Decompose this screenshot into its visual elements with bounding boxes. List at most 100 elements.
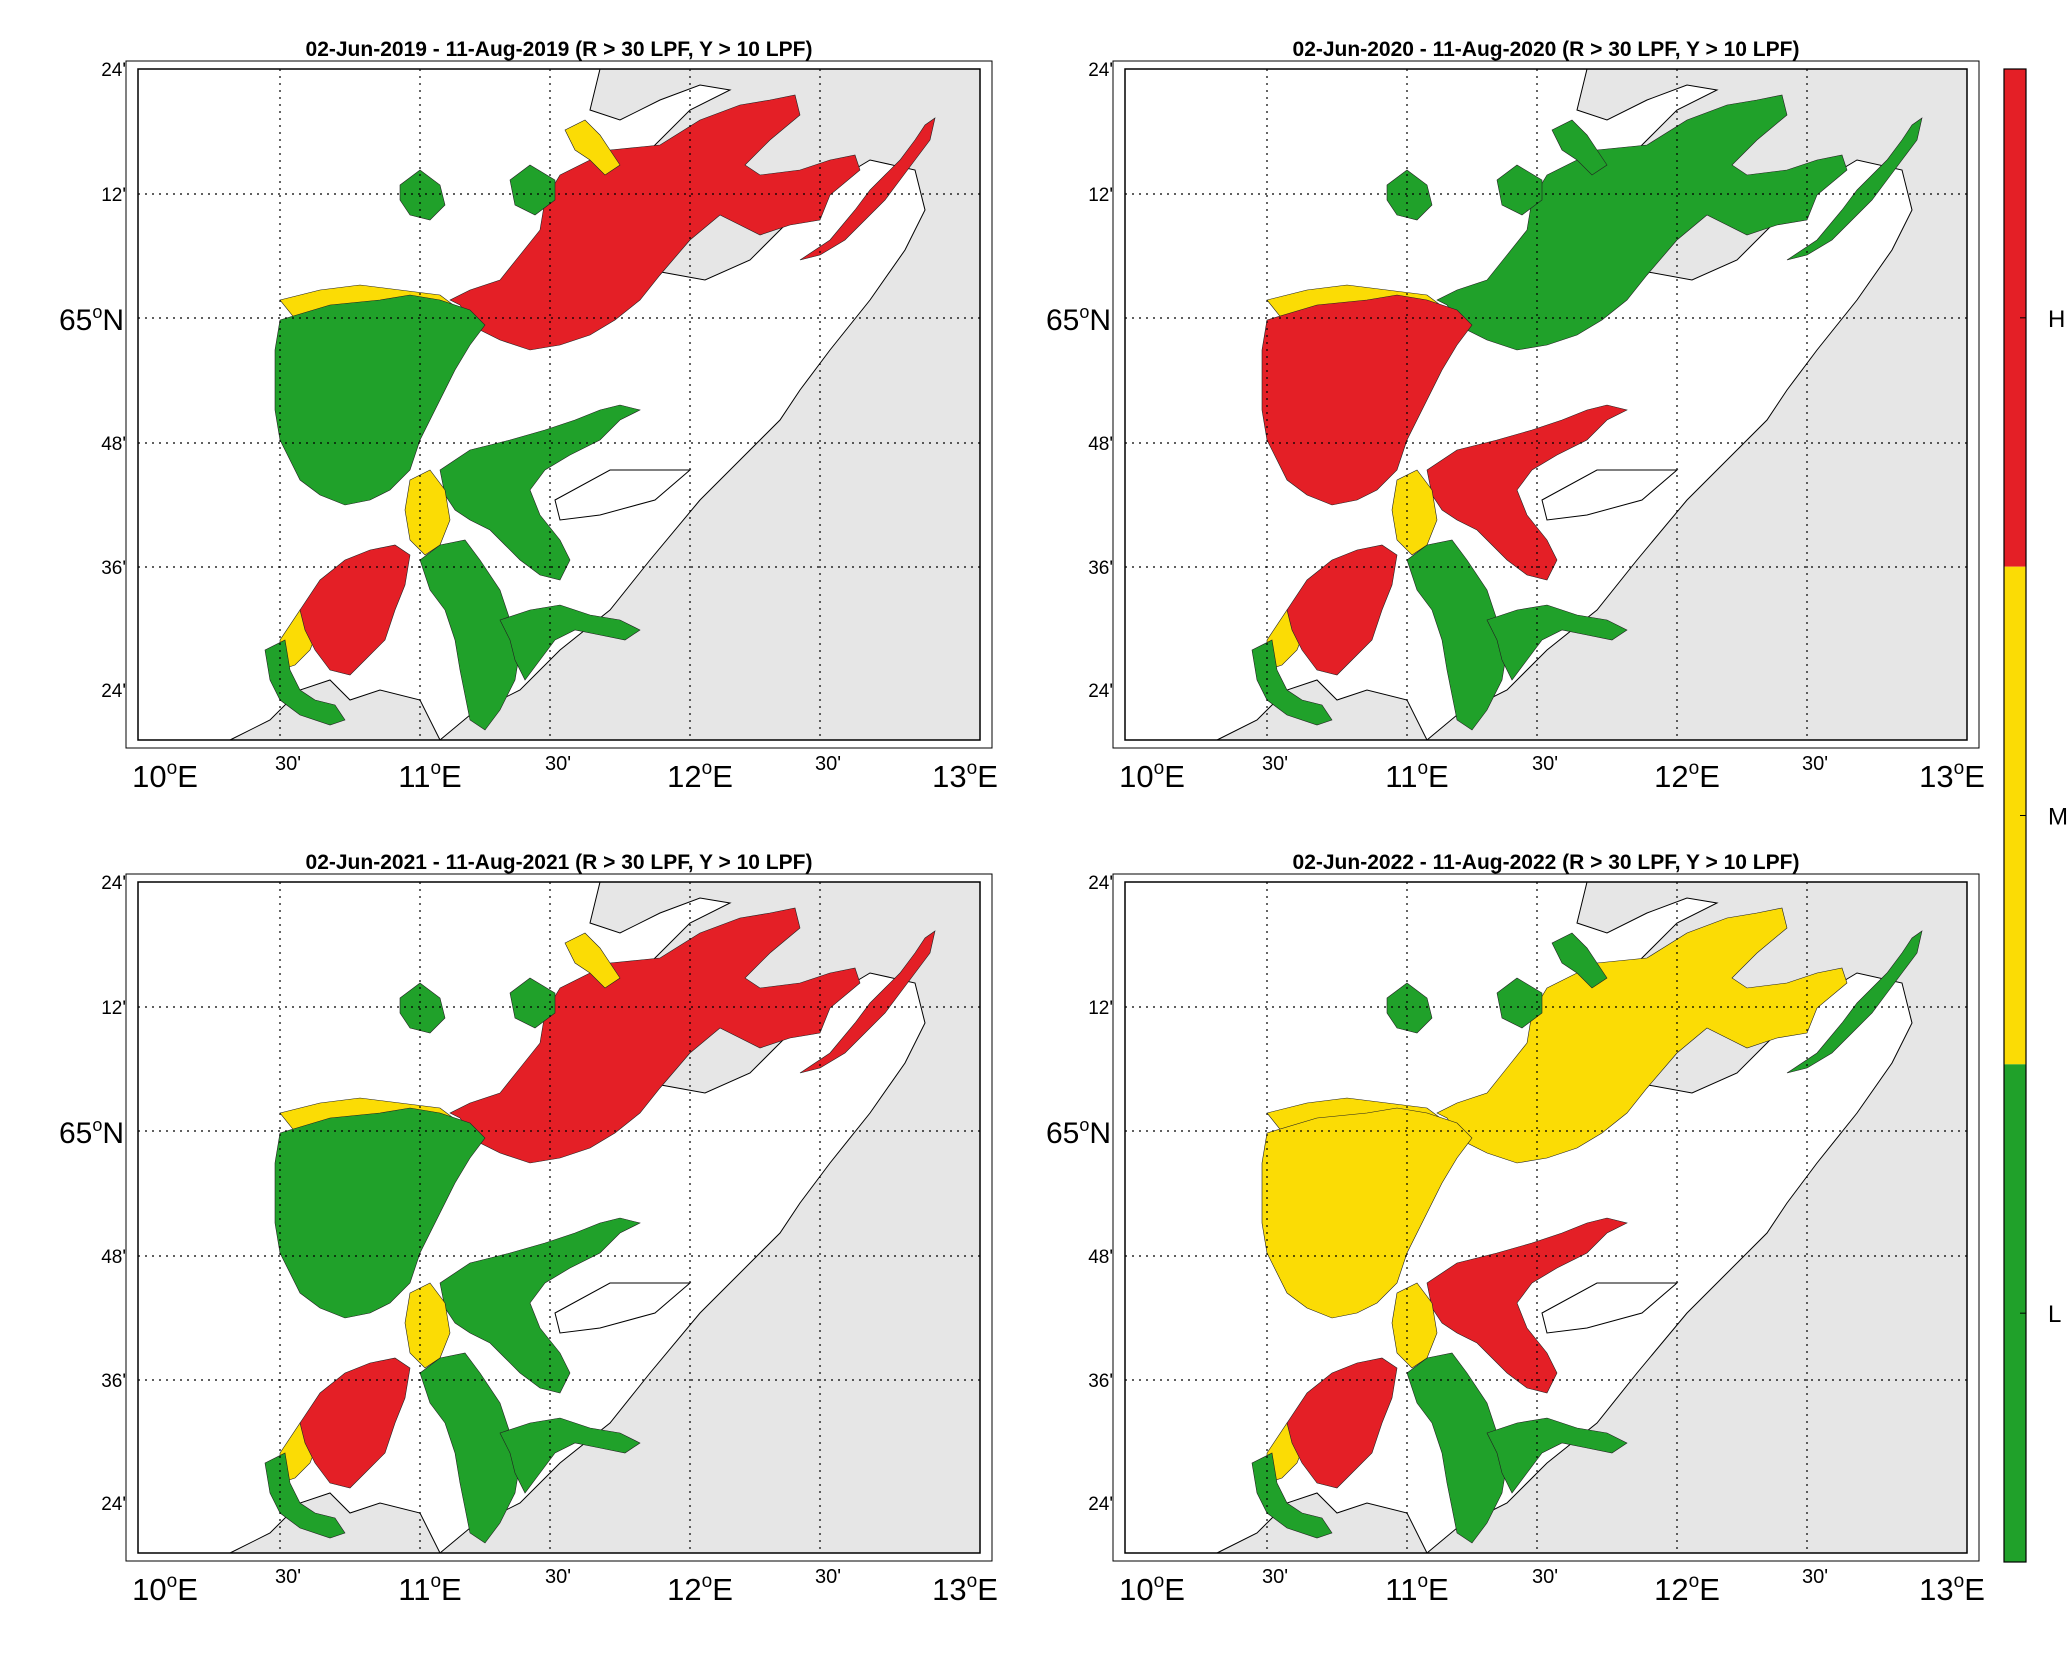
colorbar-segment-medium bbox=[2004, 566, 2026, 1065]
lat-label: 24' bbox=[1088, 1494, 1113, 1515]
region-offshore-block bbox=[1496, 977, 1543, 1029]
region-offshore-block bbox=[1551, 119, 1608, 176]
lon-minor-label: 30' bbox=[1802, 753, 1828, 775]
lake bbox=[1541, 469, 1679, 521]
land-mainland bbox=[438, 68, 981, 741]
region-offshore-block bbox=[399, 169, 446, 221]
region-southeast bbox=[1406, 539, 1508, 731]
region-offshore-block bbox=[1551, 932, 1608, 989]
lon-label: 12oE bbox=[1654, 758, 1720, 794]
lat-label: 12' bbox=[1088, 998, 1113, 1019]
region-bottom-strip bbox=[264, 639, 346, 726]
land-mainland bbox=[438, 881, 981, 1554]
lake bbox=[554, 469, 692, 521]
map-frame-outer bbox=[125, 60, 993, 749]
lon-minor-label: 30' bbox=[1532, 1566, 1558, 1588]
region-mid-islands bbox=[1261, 1107, 1473, 1319]
lat-label: 65oN bbox=[1046, 302, 1111, 337]
lon-label: 10oE bbox=[1119, 1571, 1185, 1607]
lon-label: 12oE bbox=[667, 1571, 733, 1607]
region-offshore-block bbox=[1386, 169, 1433, 221]
lat-label: 12' bbox=[1088, 185, 1113, 206]
region-bottom-strip bbox=[264, 1452, 346, 1539]
panel-title: 02-Jun-2019 - 11-Aug-2019 (R > 30 LPF, Y… bbox=[306, 38, 813, 61]
lon-minor-label: 30' bbox=[275, 753, 301, 775]
lat-label: 36' bbox=[1088, 1371, 1113, 1392]
lat-label: 48' bbox=[1088, 1247, 1113, 1268]
region-offshore-block bbox=[564, 119, 621, 176]
map-frame bbox=[1124, 68, 1968, 741]
lon-label: 10oE bbox=[1119, 758, 1185, 794]
lon-minor-label: 30' bbox=[545, 753, 571, 775]
region-southwest bbox=[299, 544, 411, 676]
lat-label: 65oN bbox=[59, 302, 124, 337]
lon-label: 13oE bbox=[932, 758, 998, 794]
lon-minor-label: 30' bbox=[1532, 753, 1558, 775]
region-north-east-arm bbox=[799, 930, 936, 1074]
map-panel-2022: 02-Jun-2022 - 11-Aug-2022 (R > 30 LPF, Y… bbox=[1046, 851, 1985, 1607]
lon-label: 13oE bbox=[932, 1571, 998, 1607]
land-mainland bbox=[1425, 68, 1968, 741]
region-southeast bbox=[419, 539, 521, 731]
lat-label: 24' bbox=[101, 681, 126, 702]
lon-minor-label: 30' bbox=[1262, 753, 1288, 775]
region-offshore-block bbox=[509, 164, 556, 216]
map-frame bbox=[137, 68, 981, 741]
lon-label: 12oE bbox=[667, 758, 733, 794]
map-frame-outer bbox=[1112, 60, 1980, 749]
lon-label: 10oE bbox=[132, 758, 198, 794]
panel-title: 02-Jun-2022 - 11-Aug-2022 (R > 30 LPF, Y… bbox=[1293, 851, 1800, 874]
region-mid-east-fjord bbox=[439, 404, 641, 581]
map-frame-outer bbox=[125, 873, 993, 1562]
region-north-east-arm bbox=[1786, 930, 1923, 1074]
region-mid-east-fjord bbox=[1426, 404, 1628, 581]
lon-minor-label: 30' bbox=[815, 753, 841, 775]
map-panel-2020: 02-Jun-2020 - 11-Aug-2020 (R > 30 LPF, Y… bbox=[1046, 38, 1985, 794]
lon-label: 11oE bbox=[1385, 758, 1448, 794]
region-southwest bbox=[1286, 544, 1398, 676]
region-southeast-arm bbox=[499, 604, 641, 681]
region-offshore-block bbox=[1386, 982, 1433, 1034]
region-mid-east-fjord bbox=[1426, 1217, 1628, 1394]
lat-label: 36' bbox=[101, 558, 126, 579]
lat-label: 36' bbox=[1088, 558, 1113, 579]
lon-label: 11oE bbox=[1385, 1571, 1448, 1607]
map-frame bbox=[1124, 881, 1968, 1554]
region-mid-islands bbox=[274, 1107, 486, 1319]
lon-minor-label: 30' bbox=[1262, 1566, 1288, 1588]
colorbar-label: L bbox=[2048, 1301, 2061, 1328]
region-southeast-arm bbox=[499, 1417, 641, 1494]
map-panel-2021: 02-Jun-2021 - 11-Aug-2021 (R > 30 LPF, Y… bbox=[59, 851, 998, 1607]
lon-minor-label: 30' bbox=[1802, 1566, 1828, 1588]
lon-label: 11oE bbox=[398, 758, 461, 794]
map-frame-outer bbox=[1112, 873, 1980, 1562]
panel-title: 02-Jun-2020 - 11-Aug-2020 (R > 30 LPF, Y… bbox=[1293, 38, 1800, 61]
map-panel-2019: 02-Jun-2019 - 11-Aug-2019 (R > 30 LPF, Y… bbox=[59, 38, 998, 794]
land-mainland bbox=[1425, 881, 1968, 1554]
region-southwest bbox=[1286, 1357, 1398, 1489]
region-north-east-arm bbox=[799, 117, 936, 261]
region-north-east-arm bbox=[1786, 117, 1923, 261]
colorbar-label: M bbox=[2048, 804, 2067, 831]
panel-title: 02-Jun-2021 - 11-Aug-2021 (R > 30 LPF, Y… bbox=[306, 851, 813, 874]
colorbar-segment-high bbox=[2004, 69, 2026, 567]
region-north-fjord bbox=[449, 907, 861, 1164]
lon-label: 11oE bbox=[398, 1571, 461, 1607]
lat-label: 48' bbox=[1088, 434, 1113, 455]
region-southeast bbox=[419, 1352, 521, 1544]
lat-label: 24' bbox=[1088, 873, 1113, 894]
lat-label: 24' bbox=[1088, 60, 1113, 81]
lat-label: 24' bbox=[1088, 681, 1113, 702]
lat-label: 24' bbox=[101, 1494, 126, 1515]
lat-label: 48' bbox=[101, 434, 126, 455]
colorbar-label: H bbox=[2048, 306, 2065, 333]
lon-label: 12oE bbox=[1654, 1571, 1720, 1607]
lon-label: 10oE bbox=[132, 1571, 198, 1607]
region-mid-islands bbox=[1261, 294, 1473, 506]
colorbar-border bbox=[2003, 68, 2027, 1563]
region-southeast bbox=[1406, 1352, 1508, 1544]
region-southeast-arm bbox=[1486, 604, 1628, 681]
region-offshore-block bbox=[399, 982, 446, 1034]
lake bbox=[554, 1282, 692, 1334]
